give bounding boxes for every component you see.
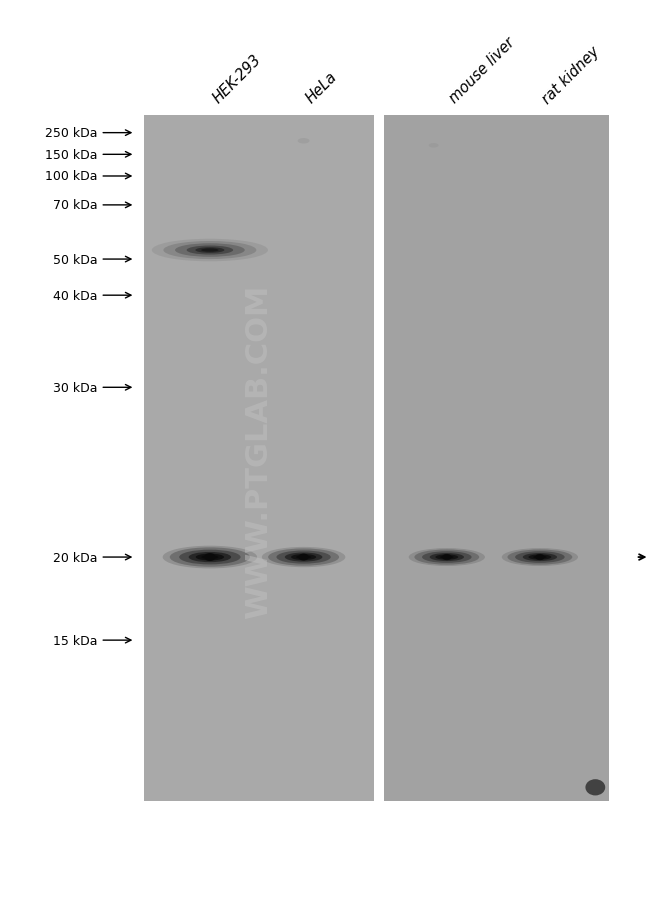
Text: 100 kDa: 100 kDa xyxy=(45,170,98,183)
Text: HEK-293: HEK-293 xyxy=(210,52,264,106)
Ellipse shape xyxy=(515,552,565,563)
Ellipse shape xyxy=(285,553,322,562)
Text: HeLa: HeLa xyxy=(304,69,341,106)
Text: 30 kDa: 30 kDa xyxy=(53,382,98,394)
Text: 150 kDa: 150 kDa xyxy=(45,149,98,161)
Ellipse shape xyxy=(585,779,605,796)
Ellipse shape xyxy=(170,548,250,567)
Bar xyxy=(384,115,609,801)
Ellipse shape xyxy=(201,556,218,559)
Ellipse shape xyxy=(204,554,216,561)
Ellipse shape xyxy=(529,555,551,560)
Ellipse shape xyxy=(162,546,257,569)
Ellipse shape xyxy=(296,556,311,559)
Ellipse shape xyxy=(298,139,310,144)
Ellipse shape xyxy=(533,556,546,559)
Ellipse shape xyxy=(440,556,453,559)
Text: 15 kDa: 15 kDa xyxy=(53,634,98,647)
Text: WWW.PTGLAB.COM: WWW.PTGLAB.COM xyxy=(244,284,273,618)
Ellipse shape xyxy=(152,239,268,262)
Ellipse shape xyxy=(523,554,557,561)
Ellipse shape xyxy=(175,244,245,258)
Ellipse shape xyxy=(180,550,240,565)
Ellipse shape xyxy=(262,548,345,567)
Text: 40 kDa: 40 kDa xyxy=(53,290,98,302)
Text: 250 kDa: 250 kDa xyxy=(45,127,98,140)
Ellipse shape xyxy=(442,555,451,560)
Ellipse shape xyxy=(195,248,224,253)
Ellipse shape xyxy=(414,550,479,565)
Ellipse shape xyxy=(277,551,331,564)
Ellipse shape xyxy=(298,554,309,561)
Bar xyxy=(144,115,374,801)
Ellipse shape xyxy=(436,555,458,560)
Text: 20 kDa: 20 kDa xyxy=(53,551,98,564)
Text: 50 kDa: 50 kDa xyxy=(53,253,98,266)
Ellipse shape xyxy=(430,554,464,561)
Text: mouse liver: mouse liver xyxy=(447,35,518,106)
Ellipse shape xyxy=(187,246,233,255)
Ellipse shape xyxy=(508,550,572,565)
Ellipse shape xyxy=(164,242,256,260)
Ellipse shape xyxy=(196,554,224,561)
Ellipse shape xyxy=(409,548,485,566)
Ellipse shape xyxy=(535,555,544,560)
Ellipse shape xyxy=(189,552,231,563)
Ellipse shape xyxy=(268,548,339,566)
Ellipse shape xyxy=(429,143,438,148)
Ellipse shape xyxy=(291,555,316,560)
Ellipse shape xyxy=(422,552,472,563)
Text: rat kidney: rat kidney xyxy=(540,43,603,106)
Text: 70 kDa: 70 kDa xyxy=(53,199,98,212)
Ellipse shape xyxy=(201,249,218,253)
Ellipse shape xyxy=(502,548,578,566)
